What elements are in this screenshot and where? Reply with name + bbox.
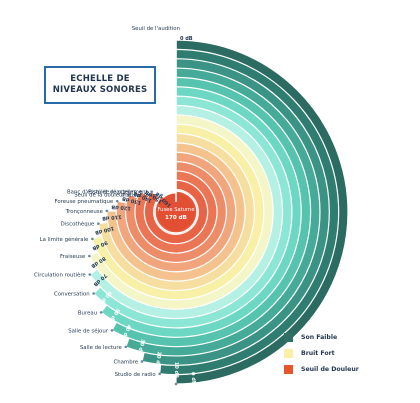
value-seuil-de-la-douleur: 130 dB [121,195,142,206]
legend-label-seuil-de-douleur: Seuil de Douleur [301,365,359,373]
callout-studio-de-radio: Studio de radio [115,372,156,378]
callout-fraiseuse: Fraiseuse [60,254,86,260]
callout-pistolet-9mm: Pistolet 9mm [122,193,157,199]
callout-chambre: Chambre [113,359,138,365]
leader-dot-circulation-routiere [88,273,92,276]
leader-dot-foreuse-pneumatique [115,199,119,203]
callout-seuil-de-la-douleur: Seuil de la douleur [74,193,125,199]
callout-discotheque: Discothèque [61,221,95,228]
value-tronconneuse: 110 dB [102,213,122,221]
legend-item-bruit-fort: Bruit Fort [284,345,359,361]
callout-bureau: Bureau [78,310,97,316]
value-seuil-de-l-audition: 0 dB [189,372,196,385]
ring-group [88,39,349,385]
leader-dot-pistolet-de-scellement [150,190,153,193]
leader-dot-bureau [99,311,103,314]
leader-dot-discotheque [97,222,100,225]
leader-dot-salle-de-lecture [124,345,128,349]
callout-banc-d-essai-de-reacteurs: Banc d'essai de réacteurs [67,188,137,195]
leader-dot-chambre [140,360,144,363]
legend-label-son-faible: Son Faible [301,333,338,341]
legend-swatch-son-faible [284,332,293,342]
legend-swatch-bruit-fort [284,348,293,358]
leader-dot-conversation [92,292,95,295]
callout-salle-de-lecture: Salle de lecture [80,345,123,351]
ring-fusee-saturne [157,193,195,231]
leader-dot-tronconneuse [105,209,109,213]
legend: Son Faible Bruit Fort Seuil de Douleur [284,329,359,377]
core-value: 170 dB [165,215,187,221]
callout-pistolet-de-scellement: Pistolet de scellement [88,190,147,196]
callout-salle-de-sejour: Salle de séjour [68,327,109,334]
value-salle-de-sejour: 40 dB [120,323,132,340]
callout-circulation-routiere: Circulation routière [34,272,86,279]
title-box: ECHELLE DE NIVEAUX SONORES [44,66,156,104]
value-discotheque: 100 dB [94,225,115,236]
leader-dot-studio-de-radio [158,372,161,376]
value-chambre: 20 dB [154,351,162,368]
legend-item-seuil-de-douleur: Seuil de Douleur [284,361,359,377]
leader-dot-salle-de-sejour [110,329,114,332]
value-callout-seuil-de-l-audition: 0 dB [180,36,193,42]
core-outline [154,190,198,234]
callout-seuil-de-l-audition: Seuil de l'audition [132,26,180,32]
callout-foreuse-pneumatique: Foreuse pneumatique [54,199,113,205]
legend-label-bruit-fort: Bruit Fort [301,349,335,357]
value-salle-de-lecture: 30 dB [136,338,146,355]
leader-dot-seuil-de-l-audition [174,382,178,386]
callout-la-limite-generale: La limite générale [40,236,89,243]
value-studio-de-radio: 10 dB [173,362,179,378]
callout-conversation: Conversation [54,292,90,298]
title-line-1: ECHELLE DE [70,74,130,84]
leader-dot-fraiseuse [88,254,91,258]
leader-dot-seuil-de-la-douleur [127,193,130,196]
callout-tronconneuse: Tronçonneuse [65,209,104,215]
value-foreuse-pneumatique: 120 dB [111,203,131,211]
leader-dot-la-limite-generale [91,237,94,241]
leader-dot-banc-d-essai-de-reacteurs [139,190,142,193]
title-line-2: NIVEAUX SONORES [52,85,148,95]
legend-swatch-seuil-de-douleur [284,364,293,374]
legend-item-son-faible: Son Faible [284,329,359,345]
core-label: Fusée Saturne [157,206,194,213]
leader-dot-pistolet-9mm [160,193,163,197]
